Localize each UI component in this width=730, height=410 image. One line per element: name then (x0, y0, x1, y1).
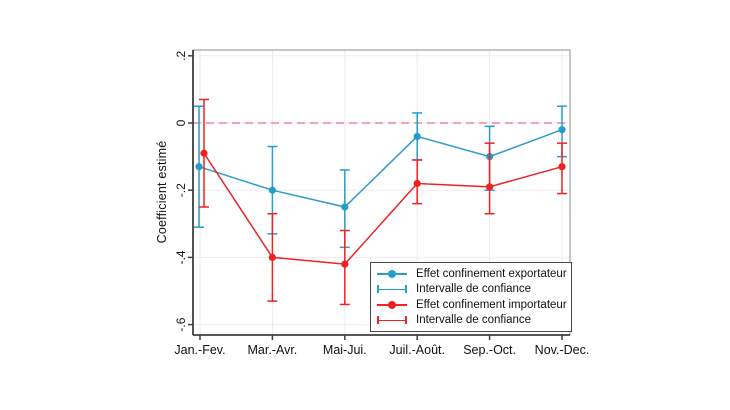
svg-text:Nov.-Dec.: Nov.-Dec. (535, 343, 590, 357)
svg-text:Sep.-Oct.: Sep.-Oct. (463, 343, 516, 357)
svg-text:Jan.-Fev.: Jan.-Fev. (174, 343, 225, 357)
svg-text:Mai-Jui.: Mai-Jui. (323, 343, 367, 357)
legend-label: Effet confinement exportateur (416, 267, 567, 280)
error-bar-icon (377, 283, 407, 295)
svg-text:Juil.-Août.: Juil.-Août. (389, 343, 445, 357)
legend-row: Intervalle de confiance (377, 313, 565, 328)
legend-label: Intervalle de confiance (416, 314, 532, 327)
legend-label: Intervalle de confiance (416, 283, 532, 296)
error-bar-icon (377, 314, 407, 326)
legend: Effet confinement exportateur Intervalle… (370, 262, 572, 332)
y-axis-title: Coefficient estimé (155, 140, 169, 244)
svg-text:-.2: -.2 (174, 183, 188, 197)
svg-text:Mar.-Avr.: Mar.-Avr. (248, 343, 298, 357)
legend-row: Intervalle de confiance (377, 282, 565, 297)
line-marker-icon (377, 268, 407, 280)
svg-text:-.6: -.6 (174, 317, 188, 331)
legend-row: Effet confinement importateur (377, 297, 567, 312)
line-marker-icon (377, 299, 407, 311)
svg-text:0: 0 (174, 119, 188, 126)
svg-text:.2: .2 (174, 50, 188, 60)
legend-row: Effet confinement exportateur (377, 266, 567, 281)
legend-label: Effet confinement importateur (416, 298, 567, 311)
svg-text:-.4: -.4 (174, 250, 188, 264)
